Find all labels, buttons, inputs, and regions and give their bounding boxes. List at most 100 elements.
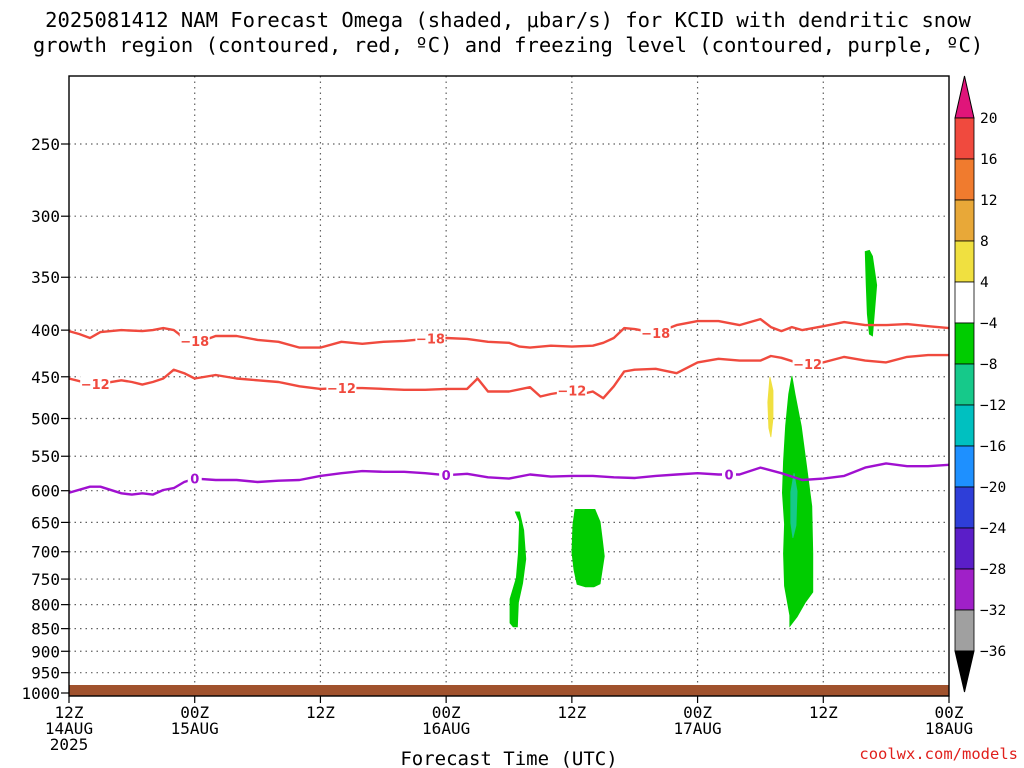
- contour-labels: −18 −18 −18 −12 −12 −12 −12 0 0 0: [80, 325, 823, 488]
- x-tick-label: 00Z: [432, 703, 461, 722]
- omega-region-4: [781, 375, 814, 628]
- x-tick-label: 17AUG: [673, 719, 721, 738]
- contour-line-0: [69, 462, 949, 496]
- contour-label--12: −12: [557, 385, 586, 400]
- contour-label-0: 0: [190, 473, 199, 488]
- colorbar-tick-label: −24: [980, 521, 1006, 537]
- omega-shading: [509, 249, 878, 628]
- colorbar-tick-label: −28: [980, 562, 1006, 578]
- colorbar: 20 16 12 8 4 −4 −8 −12 −16 −20 −24 −28 −32 −36: [954, 75, 1006, 693]
- y-tick-label: 700: [31, 543, 60, 562]
- contour-label-0: 0: [724, 469, 733, 484]
- x-tick-label: 18AUG: [925, 719, 973, 738]
- y-tick-label: 250: [31, 135, 60, 154]
- contour-label-bg: [556, 382, 587, 399]
- colorbar-segment: [954, 281, 975, 324]
- colorbar-segment: [954, 568, 975, 611]
- colorbar-segment: [954, 363, 975, 406]
- colorbar-tick-label: 12: [980, 193, 997, 209]
- y-tick-label: 450: [31, 368, 60, 387]
- chart-title: 2025081412 NAM Forecast Omega (shaded, μ…: [33, 8, 983, 57]
- y-tick-label: 400: [31, 321, 60, 340]
- colorbar-segment: [954, 240, 975, 283]
- y-tick-label: 800: [31, 596, 60, 615]
- contour-label-bg: [187, 470, 202, 487]
- colorbar-tick-label: 16: [980, 152, 997, 168]
- colorbar-segment: [954, 609, 975, 652]
- x-tick-label: 00Z: [683, 703, 712, 722]
- y-tick-label: 500: [31, 410, 60, 429]
- contour-label-bg: [80, 375, 111, 392]
- y-tick-label: 550: [31, 447, 60, 466]
- colorbar-tick-label: −4: [980, 316, 998, 332]
- y-tick-label: 950: [31, 664, 60, 683]
- colorbar-segment: [954, 445, 975, 488]
- omega-region-1: [509, 511, 527, 628]
- x-tick-label: 2025: [50, 735, 89, 754]
- colorbar-tick-label: −32: [980, 603, 1006, 619]
- x-tick-label: 12Z: [557, 703, 586, 722]
- x-tick-label: 00Z: [935, 703, 964, 722]
- contour-label-bg: [722, 466, 736, 483]
- colorbar-segment: [954, 404, 975, 447]
- omega-region-2: [571, 508, 605, 588]
- temperature-contours: [69, 317, 949, 496]
- colorbar-segment: [954, 322, 975, 365]
- colorbar-over-arrow: [954, 75, 975, 119]
- colorbar-segment: [954, 158, 975, 201]
- chart-title-line-1: 2025081412 NAM Forecast Omega (shaded, μ…: [45, 8, 971, 32]
- contour-label-bg: [439, 467, 454, 484]
- contour-label--18: −18: [416, 333, 445, 348]
- y-tick-label: 1000: [21, 684, 60, 703]
- plot-area-background: [69, 76, 949, 696]
- contour-line--18: [69, 317, 949, 349]
- colorbar-tick-label: 4: [980, 275, 989, 291]
- chart-title-line-2: growth region (contoured, red, ºC) and f…: [33, 33, 983, 57]
- contour-label--18: −18: [641, 327, 670, 342]
- colorbar-tick-label: −36: [980, 644, 1006, 660]
- y-tick-label: 900: [31, 642, 60, 661]
- x-tick-label: 12Z: [809, 703, 838, 722]
- colorbar-tick-label: −8: [980, 357, 997, 373]
- x-tick-label: 15AUG: [171, 719, 219, 738]
- y-tick-label: 600: [31, 482, 60, 501]
- contour-line--12: [69, 353, 949, 400]
- y-tick-label: 300: [31, 207, 60, 226]
- colorbar-tick-label: −16: [980, 439, 1006, 455]
- contour-label-bg: [415, 330, 446, 347]
- colorbar-segment: [954, 199, 975, 242]
- ground-surface: [69, 684, 949, 696]
- contour-label-bg: [792, 355, 823, 372]
- y-axis-ticks: 250 300 350 400 450 500 550 600 650 700 750 800 850 9…: [21, 135, 69, 703]
- y-tick-label: 850: [31, 620, 60, 639]
- x-tick-label: 12Z: [306, 703, 335, 722]
- contour-label-0: 0: [442, 469, 451, 484]
- credit-text: coolwx.com/models: [859, 745, 1018, 763]
- ground-surface-fill: [69, 684, 949, 696]
- contour-label--12: −12: [327, 382, 356, 397]
- y-tick-label: 750: [31, 570, 60, 589]
- contour-label-bg: [179, 333, 210, 350]
- x-tick-label: 12Z: [55, 703, 84, 722]
- contour-label-bg: [326, 380, 357, 397]
- x-axis-label: Forecast Time (UTC): [400, 748, 617, 768]
- y-tick-label: 650: [31, 513, 60, 532]
- colorbar-segment: [954, 527, 975, 570]
- omega-region-6: [767, 376, 774, 438]
- colorbar-segment: [954, 117, 975, 160]
- x-tick-label: 00Z: [180, 703, 209, 722]
- plot-frame: [68, 75, 950, 697]
- contour-label--12: −12: [793, 358, 822, 373]
- x-tick-label: 14AUG: [45, 719, 93, 738]
- contour-label--18: −18: [180, 335, 209, 350]
- omega-region-5: [790, 473, 798, 538]
- colorbar-tick-label: 20: [980, 111, 997, 127]
- colorbar-tick-label: 8: [980, 234, 989, 250]
- omega-region-3: [864, 249, 878, 337]
- colorbar-under-arrow: [954, 650, 975, 693]
- colorbar-segment: [954, 486, 975, 529]
- contour-label--12: −12: [81, 378, 110, 393]
- x-tick-label: 16AUG: [422, 719, 470, 738]
